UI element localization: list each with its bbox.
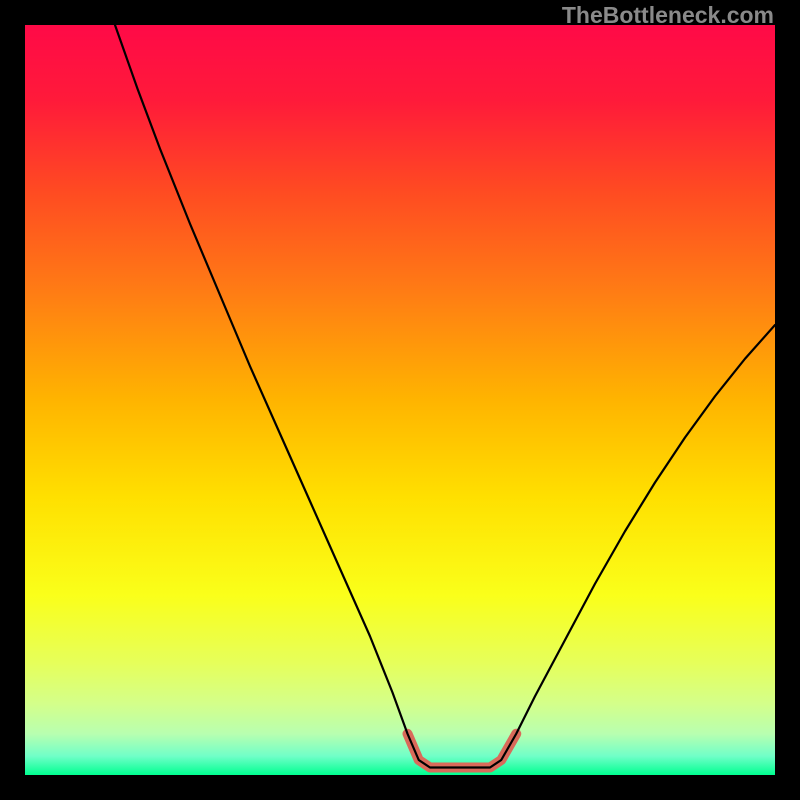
gradient-background <box>25 25 775 775</box>
chart-container: TheBottleneck.com <box>0 0 800 800</box>
chart-svg <box>25 25 775 775</box>
plot-area <box>25 25 775 775</box>
watermark-text: TheBottleneck.com <box>562 2 774 29</box>
